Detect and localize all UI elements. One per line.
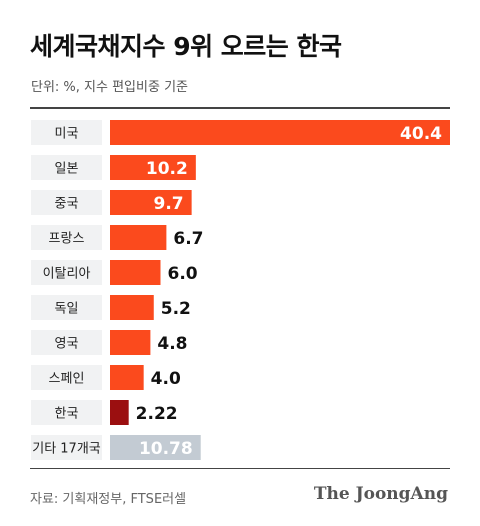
category-label-bg bbox=[31, 260, 102, 285]
category-label-bg bbox=[31, 120, 102, 145]
chart-subtitle: 단위: %, 지수 편입비중 기준 bbox=[31, 80, 188, 95]
bar bbox=[110, 225, 167, 250]
category-label: 기타 17개국 bbox=[32, 442, 101, 457]
category-label: 독일 bbox=[55, 302, 79, 317]
bar bbox=[110, 260, 161, 285]
category-label: 이탈리아 bbox=[43, 267, 91, 282]
value-label: 4.8 bbox=[157, 334, 187, 354]
bar bbox=[110, 295, 154, 320]
bar bbox=[110, 120, 450, 145]
bottom-divider bbox=[30, 468, 450, 469]
category-label: 프랑스 bbox=[49, 232, 85, 247]
category-label: 스페인 bbox=[49, 372, 85, 387]
value-label: 40.4 bbox=[400, 124, 442, 144]
chart-title: 세계국채지수 9위 오르는 한국 bbox=[30, 32, 342, 61]
category-label-bg bbox=[31, 435, 102, 460]
category-label-bg bbox=[31, 190, 102, 215]
bar bbox=[110, 190, 192, 215]
value-label: 2.22 bbox=[136, 404, 178, 424]
bar bbox=[110, 400, 129, 425]
category-label-bg bbox=[31, 365, 102, 390]
category-label: 중국 bbox=[55, 197, 79, 212]
top-divider bbox=[30, 107, 450, 109]
bar bbox=[110, 435, 201, 460]
bar bbox=[110, 330, 151, 355]
bar bbox=[110, 365, 144, 390]
value-label: 10.2 bbox=[146, 159, 188, 179]
bar bbox=[110, 155, 196, 180]
category-label: 영국 bbox=[55, 337, 79, 352]
category-label-bg bbox=[31, 295, 102, 320]
value-label: 6.7 bbox=[173, 229, 203, 249]
source-note: 자료: 기획재정부, FTSE러셀 bbox=[30, 492, 187, 507]
category-label: 일본 bbox=[55, 162, 79, 177]
category-label-bg bbox=[31, 155, 102, 180]
value-label: 6.0 bbox=[167, 264, 197, 284]
brand-logo: The JoongAng bbox=[313, 484, 448, 504]
category-label: 미국 bbox=[55, 127, 79, 142]
value-label: 10.78 bbox=[139, 439, 193, 459]
category-label-bg bbox=[31, 225, 102, 250]
value-label: 5.2 bbox=[161, 299, 191, 319]
category-label-bg bbox=[31, 400, 102, 425]
value-label: 9.7 bbox=[154, 194, 184, 214]
category-label: 한국 bbox=[55, 407, 79, 422]
value-label: 4.0 bbox=[151, 369, 181, 389]
category-label-bg bbox=[31, 330, 102, 355]
